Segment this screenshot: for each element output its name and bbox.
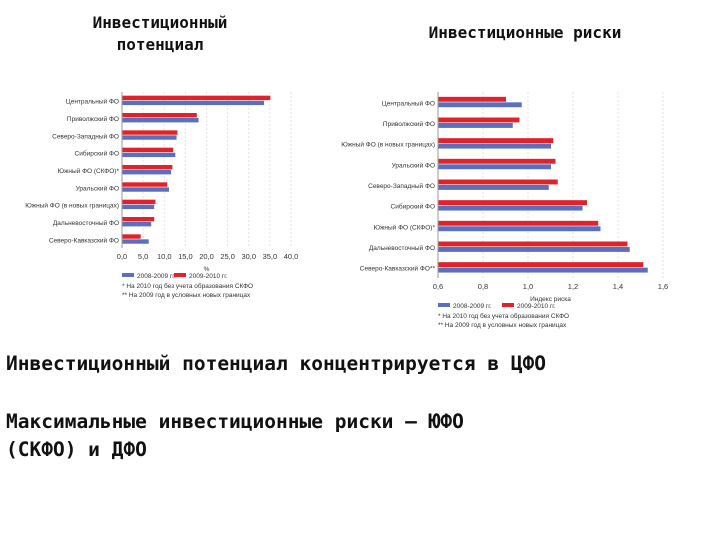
potential-category-label: Уральский ФО bbox=[76, 184, 119, 192]
potential-category-label: Дальневосточный ФО bbox=[53, 219, 119, 227]
potential-x-tick-label: 40,0 bbox=[284, 252, 299, 261]
risk-bar bbox=[438, 164, 551, 170]
risk-legend-label: 2008-2009 гг. bbox=[453, 303, 492, 310]
risk-statement-line-2: (СКФО) и ДФО bbox=[6, 438, 147, 461]
potential-x-tick-label: 30,0 bbox=[241, 252, 256, 261]
potential-bar bbox=[122, 199, 156, 205]
potential-bar bbox=[122, 170, 172, 175]
risk-category-label: Центральный ФО bbox=[382, 99, 435, 107]
potential-bar bbox=[122, 95, 271, 101]
potential-x-tick-label: 0,0 bbox=[117, 252, 127, 261]
risk-category-label: Южный ФО (СКФО)* bbox=[373, 223, 435, 231]
potential-bar bbox=[122, 234, 141, 239]
potential-category-label: Сибирский ФО bbox=[75, 150, 119, 158]
risk-bar bbox=[438, 158, 556, 164]
investment-risk-chart: 0,6 0,8 1,0 1,2 1,4 1,6 Индекс риска Центральны… bbox=[341, 92, 668, 329]
risk-category-label: Северо-Кавказский ФО** bbox=[360, 265, 436, 273]
risk-legend-swatch bbox=[438, 303, 450, 307]
risk-bar bbox=[438, 200, 587, 206]
risk-bar bbox=[438, 143, 551, 149]
potential-category-label: Северо-Кавказский ФО bbox=[49, 236, 119, 244]
potential-legend-swatch bbox=[122, 273, 134, 277]
risk-statement: Максимальные инвестиционные риски – ЮФО … bbox=[6, 408, 716, 464]
risk-legend-swatch bbox=[502, 303, 514, 307]
potential-bar bbox=[122, 118, 199, 123]
potential-statement: Инвестиционный потенциал концентрируется… bbox=[6, 352, 547, 375]
potential-heading: Инвестиционный потенциал bbox=[45, 12, 275, 56]
potential-bar bbox=[122, 135, 177, 140]
potential-bar bbox=[122, 113, 197, 118]
potential-bar bbox=[122, 147, 174, 153]
risk-bar bbox=[438, 96, 506, 102]
potential-bar bbox=[122, 217, 155, 222]
potential-bar bbox=[122, 130, 178, 135]
potential-bar bbox=[122, 187, 169, 192]
risk-category-label: Дальневосточный ФО bbox=[369, 244, 435, 252]
risk-footnote: * На 2010 год без учета образования СКФО bbox=[438, 312, 569, 320]
risk-bar bbox=[438, 241, 628, 247]
risk-category-label: Северо-Западный ФО bbox=[368, 182, 435, 190]
potential-bar bbox=[122, 100, 265, 106]
risk-category-label: Сибирский ФО bbox=[391, 203, 435, 211]
risk-bar bbox=[438, 226, 601, 232]
potential-category-label: Южный ФО (в новых границах) bbox=[25, 202, 119, 210]
potential-heading-line-1: Инвестиционный bbox=[92, 13, 228, 32]
potential-bar bbox=[122, 239, 149, 244]
risk-bar bbox=[438, 267, 648, 273]
risk-bar bbox=[438, 262, 644, 268]
risk-x-axis-label: Индекс риска bbox=[530, 296, 571, 303]
risk-bar bbox=[438, 247, 630, 252]
potential-x-axis-label: % bbox=[204, 266, 210, 273]
risk-statement-line-1: Максимальные инвестиционные риски – ЮФО bbox=[6, 410, 464, 433]
potential-bar bbox=[122, 222, 152, 227]
risk-category-label: Уральский ФО bbox=[392, 161, 435, 169]
potential-bar bbox=[122, 165, 173, 170]
potential-category-label: Центральный ФО bbox=[66, 98, 119, 106]
potential-heading-line-2: потенциал bbox=[116, 35, 204, 54]
potential-category-label: Приволжский ФО bbox=[67, 115, 119, 123]
potential-footnote: * На 2010 год без учета образования СКФО bbox=[122, 282, 253, 290]
risk-legend-label: 2009-2010 гг. bbox=[517, 303, 556, 310]
risk-bar bbox=[438, 220, 599, 226]
potential-category-label: Южный ФО (СКФО)* bbox=[57, 167, 119, 175]
risk-bar bbox=[438, 138, 554, 144]
risk-bar bbox=[438, 205, 583, 211]
risk-footnote: ** На 2009 год в условных новых границах bbox=[438, 322, 567, 329]
potential-x-tick-label: 20,0 bbox=[199, 252, 214, 261]
risks-heading: Инвестиционные риски bbox=[428, 23, 622, 42]
potential-legend-swatch bbox=[174, 273, 186, 277]
risk-bar bbox=[438, 102, 522, 108]
investment-potential-chart: 0,0 5,0 10,0 15,0 20,0 25,0 30,0 35,0 40,0% Центр… bbox=[25, 92, 299, 299]
risk-bar bbox=[438, 179, 558, 185]
potential-legend-label: 2008-2009 гг. bbox=[137, 273, 176, 280]
potential-category-label: Северо-Западный ФО bbox=[52, 132, 119, 140]
potential-legend-label: 2009-2010 гг. bbox=[189, 273, 228, 280]
potential-x-tick-label: 15,0 bbox=[178, 252, 193, 261]
risk-x-tick-label: 1,6 bbox=[658, 282, 668, 291]
potential-bar bbox=[122, 182, 168, 187]
risk-category-label: Приволжский ФО bbox=[383, 120, 435, 128]
potential-x-tick-label: 10,0 bbox=[157, 252, 172, 261]
risk-bar bbox=[438, 117, 520, 123]
risk-x-tick-label: 1,4 bbox=[613, 282, 623, 291]
risk-x-tick-label: 0,8 bbox=[478, 282, 488, 291]
risk-x-tick-label: 1,2 bbox=[568, 282, 578, 291]
risk-category-label: Южный ФО (в новых границах) bbox=[341, 141, 435, 149]
risk-bar bbox=[438, 185, 549, 190]
potential-x-tick-label: 5,0 bbox=[138, 252, 148, 261]
potential-bar bbox=[122, 152, 176, 158]
potential-footnote: ** На 2009 год в условных новых границах bbox=[122, 292, 251, 299]
potential-x-tick-label: 35,0 bbox=[263, 252, 278, 261]
risk-bar bbox=[438, 123, 513, 128]
potential-x-tick-label: 25,0 bbox=[220, 252, 235, 261]
risk-x-tick-label: 1,0 bbox=[523, 282, 533, 291]
risk-x-tick-label: 0,6 bbox=[433, 282, 443, 291]
potential-bar bbox=[122, 204, 155, 210]
